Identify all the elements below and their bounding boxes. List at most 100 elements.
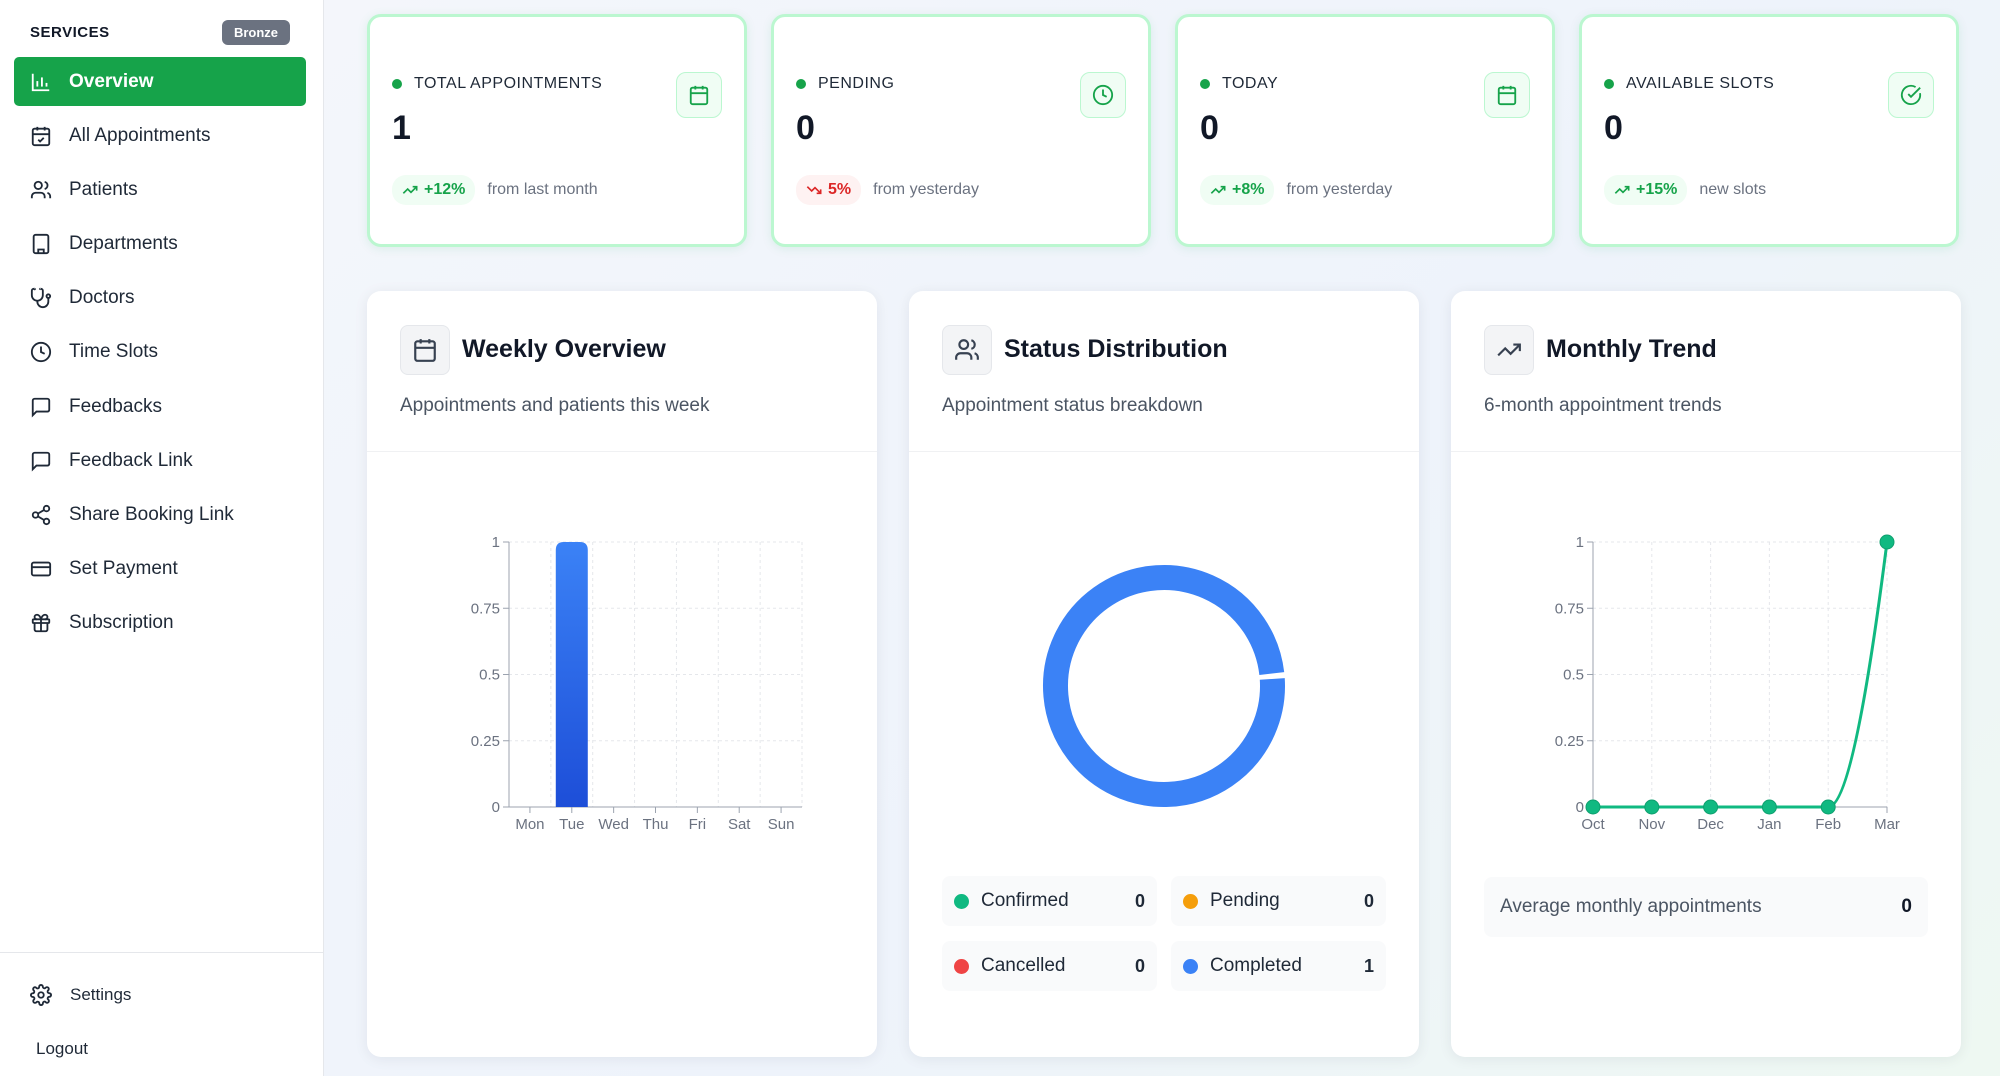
stat-label-text: TOTAL APPOINTMENTS <box>414 75 603 92</box>
sidebar-item-share-booking-link[interactable]: Share Booking Link <box>14 491 306 540</box>
stethoscope-icon <box>30 287 52 309</box>
panel-subtitle: 6-month appointment trends <box>1484 395 1722 416</box>
sidebar-item-feedbacks[interactable]: Feedbacks <box>14 382 306 431</box>
trending-up-icon <box>1484 325 1534 375</box>
panel-divider <box>909 451 1419 452</box>
trend-value: 5% <box>828 181 852 198</box>
x-tick-label: Sun <box>768 816 795 833</box>
sidebar-item-set-payment[interactable]: Set Payment <box>14 545 306 594</box>
bar-tue <box>555 542 588 807</box>
y-tick-label: 1 <box>1576 534 1584 551</box>
legend-value: 0 <box>1134 955 1145 976</box>
point-dec <box>1703 799 1719 815</box>
x-tick-label: Wed <box>598 816 629 833</box>
trend-note: new slots <box>1699 181 1767 198</box>
calendar-icon <box>400 325 450 375</box>
trending-up-icon <box>1614 185 1630 194</box>
status-dot <box>796 79 806 89</box>
status-dot <box>1604 79 1614 89</box>
legend-item-cancelled: Cancelled 0 <box>942 941 1157 991</box>
stat-value: 0 <box>1200 109 1219 147</box>
stat-value: 0 <box>1604 109 1623 147</box>
panel-divider <box>367 451 877 452</box>
stat-trend: +15% new slots <box>1604 175 1766 205</box>
stat-label: TOTAL APPOINTMENTS <box>392 75 602 93</box>
x-tick-label: Fri <box>689 816 707 833</box>
y-tick-label: 0.75 <box>1555 600 1584 617</box>
trending-up-icon <box>402 185 418 194</box>
donut-slice-completed <box>1043 565 1285 807</box>
x-tick-label: Oct <box>1581 816 1605 833</box>
legend-label: Completed <box>1210 955 1302 976</box>
y-tick-label: 0.75 <box>471 600 500 617</box>
sidebar-item-all-appointments[interactable]: All Appointments <box>14 111 306 160</box>
point-oct <box>1585 799 1601 815</box>
panel-subtitle: Appointments and patients this week <box>400 395 710 416</box>
average-label: Average monthly appointments <box>1500 896 1762 917</box>
trend-note: from yesterday <box>873 181 979 198</box>
sidebar-item-label: Set Payment <box>69 558 178 580</box>
legend-item-pending: Pending 0 <box>1171 876 1386 926</box>
y-tick-label: 0 <box>1576 799 1584 816</box>
settings-link[interactable]: Settings <box>30 984 131 1006</box>
users-icon <box>30 179 52 201</box>
trending-down-icon <box>806 186 822 195</box>
point-feb <box>1820 799 1836 815</box>
panel-title: Monthly Trend <box>1546 335 1717 363</box>
legend-value: 0 <box>1363 890 1374 911</box>
panel-subtitle: Appointment status breakdown <box>942 395 1203 416</box>
trend-chip: +15% <box>1604 175 1688 205</box>
bar-chart-icon <box>30 71 52 93</box>
point-nov <box>1644 799 1660 815</box>
sidebar-item-label: Feedbacks <box>69 395 162 417</box>
settings-label: Settings <box>70 985 132 1004</box>
sidebar-item-feedback-link[interactable]: Feedback Link <box>14 436 306 485</box>
message-square-icon <box>30 396 52 418</box>
status-donut-chart <box>1043 565 1285 807</box>
x-tick-label: Nov <box>1638 816 1665 833</box>
trending-up-icon <box>1210 185 1226 194</box>
sidebar-item-subscription[interactable]: Subscription <box>14 599 306 648</box>
sidebar-item-time-slots[interactable]: Time Slots <box>14 328 306 377</box>
logout-link[interactable]: Logout <box>36 1039 88 1059</box>
stat-value: 1 <box>392 109 411 147</box>
point-mar <box>1879 534 1895 550</box>
monthly-trend-panel: Monthly Trend 6-month appointment trends… <box>1451 291 1961 1057</box>
sidebar-item-label: Feedback Link <box>69 449 193 471</box>
credit-card-icon <box>30 558 52 580</box>
sidebar: SERVICES Bronze Overview All Appointment… <box>0 0 324 1076</box>
gift-icon <box>30 612 52 634</box>
status-distribution-panel: Status Distribution Appointment status b… <box>909 291 1419 1057</box>
x-tick-label: Tue <box>559 816 584 833</box>
sidebar-item-label: Subscription <box>69 612 174 634</box>
trend-chip: 5% <box>796 175 862 205</box>
stat-label-text: TODAY <box>1222 75 1279 92</box>
sidebar-item-doctors[interactable]: Doctors <box>14 274 306 323</box>
trend-chip: +12% <box>392 175 476 205</box>
y-tick-label: 0.25 <box>471 733 500 750</box>
panel-title: Weekly Overview <box>462 335 666 363</box>
sidebar-item-label: Patients <box>69 178 138 200</box>
plan-badge: Bronze <box>221 19 290 45</box>
stat-trend: 5% from yesterday <box>796 175 979 205</box>
logout-label: Logout <box>36 1039 88 1058</box>
weekly-bar-chart: 0 0.25 0.5 0.75 1 Mon Tue Wed Thu Fri Sat Sun <box>471 534 803 833</box>
stat-label: TODAY <box>1200 75 1278 93</box>
average-summary: Average monthly appointments 0 <box>1484 877 1928 937</box>
sidebar-item-patients[interactable]: Patients <box>14 165 306 214</box>
sidebar-item-departments[interactable]: Departments <box>14 220 306 269</box>
legend-label: Pending <box>1210 890 1280 911</box>
x-tick-label: Thu <box>643 816 669 833</box>
trend-value: +15% <box>1636 181 1678 198</box>
stat-card-available-slots: AVAILABLE SLOTS 0 +15% new slots <box>1579 14 1959 247</box>
x-tick-label: Mar <box>1874 816 1900 833</box>
sidebar-divider <box>0 952 324 953</box>
sidebar-item-label: Departments <box>69 233 178 255</box>
panel-title: Status Distribution <box>1004 335 1228 363</box>
sidebar-item-label: Doctors <box>69 287 135 309</box>
stat-label-text: PENDING <box>818 75 895 92</box>
stat-trend: +8% from yesterday <box>1200 175 1392 205</box>
legend-dot <box>954 958 969 974</box>
sidebar-item-label: Time Slots <box>69 341 159 363</box>
sidebar-item-overview[interactable]: Overview <box>14 57 306 106</box>
